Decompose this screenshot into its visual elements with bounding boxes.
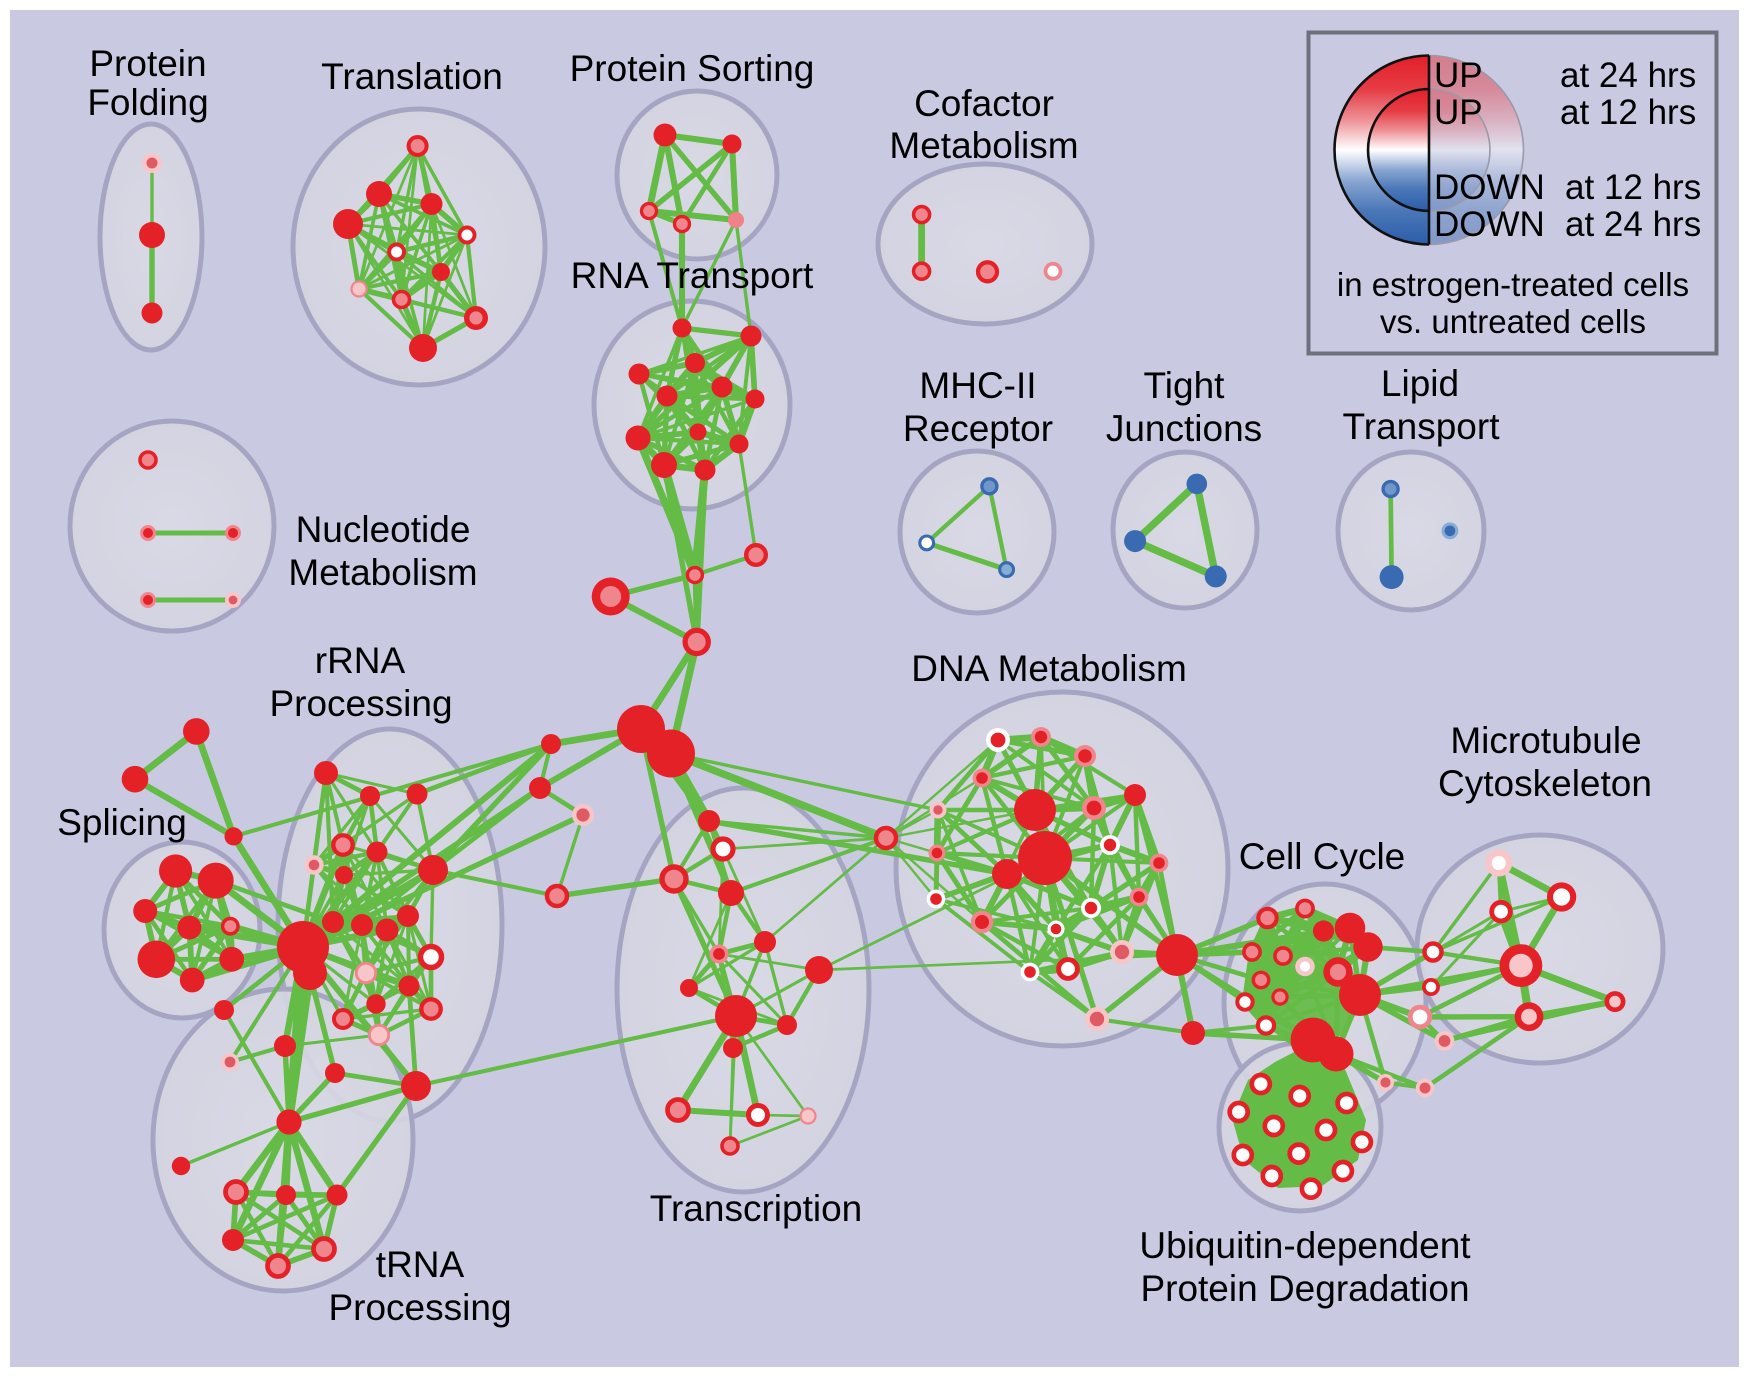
svg-text:at 12 hrs: at 12 hrs bbox=[1560, 93, 1696, 132]
svg-text:UP: UP bbox=[1434, 93, 1483, 132]
svg-text:at 24 hrs: at 24 hrs bbox=[1565, 205, 1701, 244]
svg-text:at 24 hrs: at 24 hrs bbox=[1560, 56, 1696, 95]
svg-text:Nucleotide: Nucleotide bbox=[296, 509, 471, 550]
svg-text:Processing: Processing bbox=[269, 683, 452, 724]
svg-text:Cofactor: Cofactor bbox=[914, 83, 1054, 124]
svg-text:Transcription: Transcription bbox=[650, 1188, 862, 1229]
svg-text:Protein Degradation: Protein Degradation bbox=[1140, 1268, 1469, 1309]
svg-text:Translation: Translation bbox=[321, 56, 503, 97]
svg-text:Tight: Tight bbox=[1144, 365, 1226, 406]
svg-text:vs. untreated cells: vs. untreated cells bbox=[1380, 303, 1646, 340]
svg-text:Cytoskeleton: Cytoskeleton bbox=[1438, 763, 1652, 804]
svg-text:RNA Transport: RNA Transport bbox=[571, 255, 814, 296]
svg-text:Microtubule: Microtubule bbox=[1450, 720, 1641, 761]
svg-text:Junctions: Junctions bbox=[1106, 408, 1262, 449]
svg-text:Receptor: Receptor bbox=[903, 408, 1053, 449]
svg-text:Splicing: Splicing bbox=[57, 802, 187, 843]
svg-text:rRNA: rRNA bbox=[315, 640, 406, 681]
svg-text:in estrogen-treated cells: in estrogen-treated cells bbox=[1337, 266, 1689, 303]
svg-text:Cell Cycle: Cell Cycle bbox=[1239, 836, 1406, 877]
svg-text:Protein Sorting: Protein Sorting bbox=[570, 48, 815, 89]
svg-text:Metabolism: Metabolism bbox=[889, 125, 1078, 166]
svg-text:Transport: Transport bbox=[1343, 406, 1501, 447]
svg-text:DOWN: DOWN bbox=[1434, 168, 1545, 207]
svg-text:at 12 hrs: at 12 hrs bbox=[1565, 168, 1701, 207]
svg-text:Processing: Processing bbox=[328, 1287, 511, 1328]
svg-text:Folding: Folding bbox=[87, 82, 208, 123]
svg-text:UP: UP bbox=[1434, 56, 1483, 95]
svg-text:Lipid: Lipid bbox=[1381, 363, 1459, 404]
svg-text:Metabolism: Metabolism bbox=[288, 552, 477, 593]
svg-text:Ubiquitin-dependent: Ubiquitin-dependent bbox=[1139, 1225, 1471, 1266]
svg-text:DNA Metabolism: DNA Metabolism bbox=[911, 648, 1187, 689]
svg-text:Protein: Protein bbox=[89, 43, 206, 84]
svg-text:MHC-II: MHC-II bbox=[919, 365, 1036, 406]
svg-text:DOWN: DOWN bbox=[1434, 205, 1545, 244]
svg-text:tRNA: tRNA bbox=[376, 1244, 465, 1285]
